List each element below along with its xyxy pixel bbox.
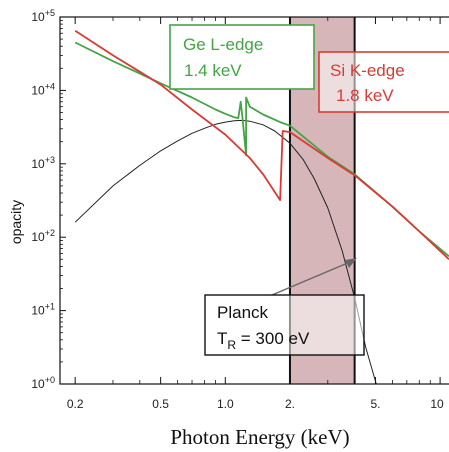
si-annotation-line1: Si K-edge: [330, 61, 405, 80]
ge-annotation: Ge L-edge 1.4 keV: [169, 24, 315, 90]
planck-t-symbol: T: [217, 329, 227, 348]
planck-arrow: [271, 261, 351, 296]
y-tick-label: 10+5: [31, 8, 55, 24]
x-tick-label: 5.: [370, 397, 380, 411]
si-annotation: Si K-edge 1.8 keV: [318, 51, 449, 113]
x-axis-title: Photon Energy (keV): [170, 425, 349, 449]
x-tick-label: 10: [430, 397, 444, 411]
y-tick-label: 10+3: [31, 155, 55, 171]
ticks-layer: 10+0 10+1 10+2 10+3 10+4 10+5 0.2 0.5 1.0 2. 5. 10: [31, 8, 444, 411]
si-annotation-line2: 1.8 keV: [336, 86, 394, 105]
planck-annotation-box: [204, 294, 365, 356]
planck-annotation-line2: TR = 300 eV: [217, 329, 310, 352]
x-tick-label: 0.5: [152, 397, 169, 411]
y-axis-title: opacity: [8, 200, 24, 244]
x-tick-label: 0.2: [67, 397, 84, 411]
planck-t-subscript: R: [227, 338, 236, 352]
si-annotation-box: [318, 51, 449, 113]
planck-arrowhead: [345, 258, 357, 268]
plot-frame: [59, 16, 449, 385]
planck-annotation: Planck TR = 300 eV: [204, 258, 365, 356]
series-line-ge: [74, 41, 449, 257]
planck-annotation-line1: Planck: [217, 303, 269, 322]
series-layer: [74, 29, 449, 384]
x-tick-label: 1.0: [217, 397, 234, 411]
y-tick-label: 10+0: [31, 375, 55, 391]
x-tick-label: 2.: [285, 397, 295, 411]
planck-t-value: = 300 eV: [236, 329, 310, 348]
ge-annotation-line2: 1.4 keV: [184, 61, 242, 80]
ge-annotation-box: [169, 24, 315, 90]
series-line-si: [74, 29, 449, 260]
y-tick-label: 10+1: [31, 302, 55, 318]
series-line-planck: [74, 119, 377, 384]
ge-annotation-line1: Ge L-edge: [183, 35, 263, 54]
y-tick-label: 10+4: [31, 81, 55, 97]
y-tick-label: 10+2: [31, 228, 55, 244]
